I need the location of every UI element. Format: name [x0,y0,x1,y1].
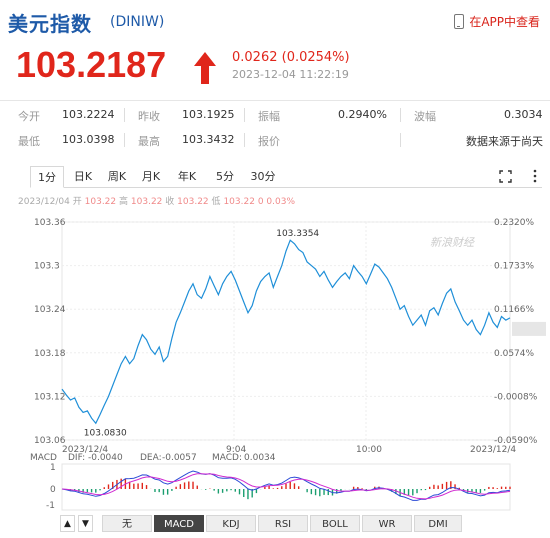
phone-icon [454,14,465,29]
stat-label: 今开 [18,110,40,123]
y-tick-label: 103.06 [34,436,66,446]
ohlc-high: 103.22 [130,197,163,207]
x-tick-label: 9:04 [226,445,246,455]
macd-hist-value: 0.0034 [244,453,276,463]
watermark: 新浪财经 [430,236,475,249]
indicator-boll[interactable]: BOLL [310,515,360,532]
pct-tick-label: 0.1166% [494,305,534,315]
y-tick-label: 103.18 [34,349,66,359]
plot-frame [61,221,511,441]
max-price-label: 103.3354 [276,229,319,239]
x-tick-label: 2023/12/4 [62,445,108,455]
macd-dif-value: -0.0040 [88,453,123,463]
macd-y-tick: 0 [50,485,56,495]
current-price: 103.2187 [16,44,167,85]
open-in-app-link[interactable]: 在APP中查看 [454,13,540,30]
indicator-kdj[interactable]: KDJ [206,515,256,532]
quote-timestamp: 2023-12-04 11:22:19 [232,68,349,81]
period-tabs: 1分 日K 周K 月K 年K 5分 30分 [30,166,542,188]
indicator-macd[interactable]: MACD [154,515,204,532]
stat-divider [244,108,245,122]
intraday-chart[interactable]: 103.36 0.2320%103.3 0.1733%103.24 0.1166%10… [0,210,550,538]
stat-label: 振幅 [258,110,280,123]
stat-label: 最低 [18,135,40,148]
index-title: 美元指数 [8,12,92,36]
indicator-tabs: ▲ ▼ 无 MACD KDJ RSI BOLL WR DMI [60,515,550,532]
arrow-up-icon [194,52,216,84]
stat-divider [244,133,245,147]
stat-value: 103.0398 [62,133,115,146]
min-price-label: 103.0830 [84,428,127,438]
tab-weekly[interactable]: 周K [107,170,127,183]
ohlc-open: 103.22 [84,197,117,207]
tab-30min[interactable]: 30分 [250,170,276,183]
y-tick-label: 103.36 [34,218,66,228]
macd-dea-value: -0.0057 [162,453,197,463]
ohlc-low: 103.22 [223,197,255,207]
stat-divider [124,133,125,147]
stat-label: 最高 [138,135,160,148]
stat-value: 103.3432 [182,133,235,146]
macd-title: MACD [30,453,57,463]
ohlc-date: 2023/12/04 [18,197,70,207]
scroll-up-button[interactable]: ▲ [60,515,75,532]
macd-hist-label: MACD: [212,453,242,463]
pct-tick-label: -0.0590% [494,436,538,446]
indicator-rsi[interactable]: RSI [258,515,308,532]
ohlc-open-label: 开 [72,197,82,207]
more-vertical-icon[interactable] [532,168,538,184]
pct-tick-label: -0.0008% [494,392,538,402]
indicator-dmi[interactable]: DMI [414,515,462,532]
ohlc-high-label: 高 [119,197,129,207]
indicator-wr[interactable]: WR [362,515,412,532]
stat-label: 波幅 [414,110,436,123]
macd-dea-label: DEA: [140,453,162,463]
stat-divider [400,108,401,122]
ohlc-pct: 0.03% [266,197,296,207]
stat-divider [400,133,401,147]
stat-value: 103.1925 [182,108,235,121]
macd-dif-label: DIF: [68,453,85,463]
macd-dea-line [61,473,511,500]
y-tick-label: 103.3 [34,262,60,272]
y-tick-label: 103.24 [34,305,66,315]
scroll-down-button[interactable]: ▼ [78,515,93,532]
data-source-note: 数据来源于尚天 [466,135,543,148]
x-tick-label: 2023/12/4 [470,445,516,455]
index-code: (DINIW) [110,14,165,30]
stat-divider [124,108,125,122]
tab-5min[interactable]: 5分 [216,170,234,183]
stat-value: 0.2940% [338,108,387,121]
tab-1min[interactable]: 1分 [30,166,64,188]
ohlc-change: 0 [257,197,264,207]
tab-monthly[interactable]: 月K [141,170,161,183]
stat-value: 103.2224 [62,108,115,121]
y-tick-label: 103.12 [34,392,66,402]
ohlc-close-label: 收 [165,197,175,207]
indicator-none[interactable]: 无 [102,515,152,532]
macd-y-tick: 1 [50,463,56,473]
tab-yearly[interactable]: 年K [177,170,197,183]
quote-stats-table: 今开 103.2224 昨收 103.1925 振幅 0.2940% 波幅 0.… [0,100,550,151]
open-in-app-label: 在APP中查看 [469,15,540,29]
pct-tick-label: 0.0574% [494,349,534,359]
pct-tick-label: 0.2320% [494,218,534,228]
ohlc-readout: 2023/12/04 开 103.22 高 103.22 收 103.22 低 … [18,194,295,207]
macd-dif-line [61,470,511,501]
macd-y-tick: -1 [46,501,55,511]
stat-label: 昨收 [138,110,160,123]
pct-tick-label: 0.1733% [494,262,534,272]
ohlc-low-label: 低 [211,197,221,207]
x-tick-label: 10:00 [356,445,382,455]
price-change: 0.0262 (0.0254%) [232,50,350,65]
stat-label: 报价 [258,135,280,148]
ohlc-close: 103.22 [177,197,209,207]
stats-row-2: 最低 103.0398 最高 103.3432 报价 数据来源于尚天 [0,126,550,151]
last-price-marker [512,321,546,336]
fullscreen-icon[interactable] [499,170,512,183]
stat-value: 0.3034 [504,108,543,121]
stats-row-1: 今开 103.2224 昨收 103.1925 振幅 0.2940% 波幅 0.… [0,101,550,126]
tab-daily[interactable]: 日K [73,170,93,183]
price-line [61,239,511,425]
